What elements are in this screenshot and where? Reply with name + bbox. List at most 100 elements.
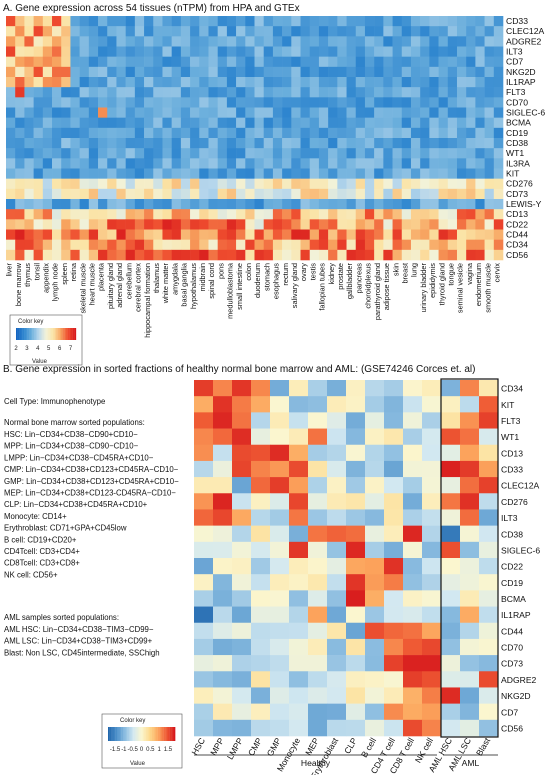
panel-a-column-label: ovary bbox=[299, 263, 308, 281]
panel-a-cell bbox=[190, 77, 200, 88]
panel-b-color-key-segment bbox=[115, 727, 117, 741]
panel-a-cell bbox=[328, 97, 338, 108]
panel-b-cell bbox=[479, 719, 499, 737]
panel-b-cell bbox=[251, 622, 271, 640]
panel-a-cell bbox=[107, 66, 117, 78]
panel-a-column-label: duodenum bbox=[253, 263, 262, 298]
panel-a-cell bbox=[355, 219, 366, 230]
panel-b-cell bbox=[289, 509, 309, 526]
panel-a-cell bbox=[318, 229, 329, 240]
panel-b-cell bbox=[479, 396, 499, 413]
panel-a-row-label: CD13 bbox=[506, 209, 528, 219]
panel-a-cell bbox=[61, 46, 71, 57]
panel-a-cell bbox=[328, 158, 338, 169]
panel-a-cell bbox=[52, 127, 62, 139]
panel-b-cell bbox=[251, 509, 271, 526]
panel-b-cell bbox=[308, 590, 328, 607]
panel-b-cell bbox=[479, 380, 499, 397]
panel-a-cell bbox=[318, 97, 329, 108]
panel-a-cell bbox=[272, 158, 283, 169]
panel-b-cell bbox=[384, 590, 404, 607]
panel-a-cell bbox=[245, 26, 255, 37]
panel-a-cell bbox=[79, 209, 90, 220]
panel-a-cell bbox=[300, 209, 311, 220]
panel-a-cell bbox=[208, 239, 218, 251]
panel-a-column-label: cerebral cortex bbox=[134, 263, 143, 312]
panel-b-color-key-segment bbox=[138, 727, 140, 741]
panel-a-cell bbox=[6, 127, 16, 139]
panel-a-cell bbox=[217, 209, 228, 220]
panel-a-cell bbox=[447, 209, 458, 220]
panel-a-column-label: skeletal muscle bbox=[78, 263, 87, 314]
panel-a-cell bbox=[153, 239, 163, 251]
panel-a-cell bbox=[79, 178, 90, 190]
panel-b-cell bbox=[460, 590, 480, 607]
panel-b-cell bbox=[213, 719, 233, 737]
panel-b-cell bbox=[251, 638, 271, 656]
panel-a-cell bbox=[374, 66, 384, 78]
panel-a-cell bbox=[98, 56, 108, 68]
panel-a-cell bbox=[282, 249, 292, 261]
panel-a-cell bbox=[410, 26, 421, 37]
panel-a-cell bbox=[245, 229, 255, 240]
panel-b-cell bbox=[460, 412, 480, 429]
panel-a-cell bbox=[429, 36, 439, 47]
panel-a-color-key-segment bbox=[47, 328, 49, 340]
panel-b-cell bbox=[365, 493, 385, 510]
panel-a-cell bbox=[447, 56, 458, 68]
panel-a-cell bbox=[282, 188, 292, 200]
panel-a-column-label: smooth muscle bbox=[483, 263, 492, 313]
panel-a-cell bbox=[107, 26, 117, 37]
panel-a-cell bbox=[208, 158, 218, 169]
panel-b-cell bbox=[365, 655, 385, 672]
panel-a-cell bbox=[282, 56, 292, 68]
panel-a-cell bbox=[79, 16, 90, 27]
panel-a-row-label: ADGRE2 bbox=[506, 36, 542, 46]
panel-a-cell bbox=[493, 66, 504, 78]
panel-a-cell bbox=[410, 148, 421, 159]
panel-a-cell bbox=[484, 117, 495, 129]
panel-b-cell bbox=[346, 671, 366, 688]
panel-a-color-key-segment bbox=[33, 328, 35, 340]
panel-a-cell bbox=[401, 188, 412, 200]
panel-a-cell bbox=[420, 117, 430, 129]
panel-a-cell bbox=[392, 199, 403, 210]
panel-a-cell bbox=[291, 229, 301, 240]
panel-a-cell bbox=[337, 16, 347, 27]
panel-a-cell bbox=[346, 219, 357, 230]
panel-a-cell bbox=[456, 56, 467, 68]
panel-b-color-key-segment bbox=[145, 727, 147, 741]
panel-a-cell bbox=[125, 107, 136, 118]
panel-a-cell bbox=[309, 239, 320, 251]
panel-a-cell bbox=[162, 229, 172, 240]
panel-b-row-labels: CD34KITFLT3WT1CD13CD33CLEC12ACD276ILT3CD… bbox=[501, 384, 540, 734]
panel-a-cell bbox=[217, 16, 228, 27]
panel-a-cell bbox=[52, 26, 62, 37]
panel-a-cell bbox=[438, 209, 449, 220]
panel-b-cell bbox=[403, 655, 423, 672]
panel-a-cell bbox=[144, 188, 154, 200]
panel-b-cell bbox=[460, 380, 480, 397]
panel-a-cell bbox=[475, 117, 485, 129]
panel-b-cell bbox=[422, 590, 442, 607]
panel-b-cell bbox=[403, 396, 423, 413]
panel-b-title: B. Gene expression in sorted fractions o… bbox=[3, 364, 475, 375]
panel-b-cell bbox=[251, 541, 271, 559]
panel-a-cell bbox=[107, 97, 117, 108]
panel-b-cell bbox=[270, 525, 290, 543]
panel-a-cell bbox=[180, 16, 191, 27]
panel-b-cell bbox=[384, 574, 404, 591]
panel-a-row-label: IL1RAP bbox=[506, 77, 536, 87]
panel-a-cell bbox=[401, 219, 412, 230]
panel-a-cell bbox=[153, 229, 163, 240]
panel-b-color-key-segment bbox=[151, 727, 153, 741]
panel-a-cell bbox=[420, 36, 430, 47]
panel-b-cell bbox=[232, 396, 252, 413]
panel-a-cell bbox=[337, 219, 347, 230]
panel-a-cell bbox=[42, 219, 53, 230]
panel-a-cell bbox=[134, 97, 145, 108]
panel-a-cell bbox=[199, 36, 209, 47]
panel-a-cell bbox=[420, 249, 430, 261]
panel-b-cell bbox=[308, 671, 328, 688]
panel-a-cell bbox=[33, 107, 44, 118]
